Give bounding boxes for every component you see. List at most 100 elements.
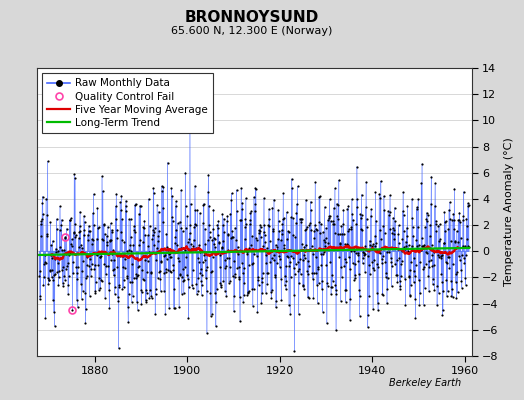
Point: [247, 208, 255, 214]
Point: [169, 262, 177, 268]
Point: [265, 222, 273, 229]
Point: [432, 217, 440, 224]
Point: [53, 269, 61, 275]
Point: [342, 298, 350, 305]
Point: [55, 268, 63, 274]
Point: [69, 229, 78, 236]
Point: [74, 235, 83, 241]
Point: [332, 287, 340, 294]
Point: [202, 288, 211, 295]
Point: [154, 238, 162, 245]
Point: [304, 271, 312, 278]
Point: [182, 254, 191, 261]
Point: [280, 245, 289, 251]
Point: [424, 258, 433, 264]
Point: [398, 236, 407, 243]
Point: [50, 309, 58, 315]
Point: [168, 218, 177, 224]
Point: [302, 197, 310, 203]
Point: [86, 272, 95, 279]
Point: [450, 226, 458, 233]
Point: [294, 268, 302, 274]
Point: [105, 237, 114, 244]
Point: [332, 327, 340, 334]
Point: [274, 207, 282, 213]
Point: [61, 277, 69, 283]
Point: [324, 240, 333, 247]
Point: [140, 218, 149, 224]
Point: [161, 269, 170, 276]
Point: [110, 272, 118, 278]
Point: [374, 299, 382, 306]
Point: [280, 282, 289, 288]
Point: [54, 247, 62, 254]
Point: [457, 267, 465, 274]
Point: [379, 223, 387, 229]
Point: [270, 196, 278, 203]
Point: [116, 253, 124, 260]
Point: [248, 302, 257, 309]
Point: [39, 211, 47, 217]
Point: [384, 249, 392, 256]
Point: [336, 297, 345, 304]
Point: [228, 234, 236, 240]
Point: [376, 226, 384, 233]
Point: [252, 186, 260, 192]
Point: [244, 288, 252, 295]
Point: [420, 242, 429, 248]
Point: [106, 220, 115, 226]
Point: [403, 232, 411, 239]
Point: [396, 283, 405, 290]
Point: [388, 263, 396, 269]
Point: [423, 218, 431, 224]
Point: [248, 233, 257, 240]
Point: [325, 196, 334, 202]
Point: [140, 277, 148, 284]
Point: [198, 272, 206, 278]
Point: [265, 216, 274, 222]
Point: [239, 299, 247, 305]
Point: [199, 202, 208, 208]
Point: [402, 243, 410, 249]
Point: [89, 210, 97, 217]
Point: [445, 207, 453, 213]
Point: [235, 274, 244, 280]
Point: [41, 314, 50, 321]
Point: [435, 238, 443, 244]
Point: [256, 224, 265, 230]
Point: [258, 290, 267, 296]
Point: [65, 252, 73, 258]
Point: [213, 286, 221, 292]
Point: [90, 222, 98, 228]
Point: [416, 259, 424, 265]
Point: [59, 279, 67, 286]
Point: [272, 297, 280, 304]
Point: [360, 250, 368, 256]
Legend: Raw Monthly Data, Quality Control Fail, Five Year Moving Average, Long-Term Tren: Raw Monthly Data, Quality Control Fail, …: [42, 73, 213, 133]
Point: [377, 256, 386, 262]
Point: [268, 287, 276, 294]
Point: [409, 232, 418, 239]
Point: [289, 215, 298, 222]
Point: [401, 245, 409, 252]
Point: [241, 216, 249, 222]
Point: [370, 266, 378, 273]
Point: [205, 222, 213, 228]
Point: [422, 260, 430, 267]
Point: [206, 234, 214, 240]
Point: [215, 252, 224, 258]
Point: [146, 269, 155, 275]
Point: [302, 226, 311, 232]
Point: [361, 269, 369, 275]
Point: [95, 287, 103, 294]
Point: [142, 299, 150, 305]
Point: [369, 306, 377, 312]
Point: [319, 308, 327, 315]
Point: [320, 237, 328, 243]
Point: [381, 259, 390, 265]
Point: [372, 218, 380, 224]
Point: [160, 270, 169, 276]
Point: [36, 292, 45, 299]
Point: [346, 296, 355, 303]
Point: [396, 286, 405, 292]
